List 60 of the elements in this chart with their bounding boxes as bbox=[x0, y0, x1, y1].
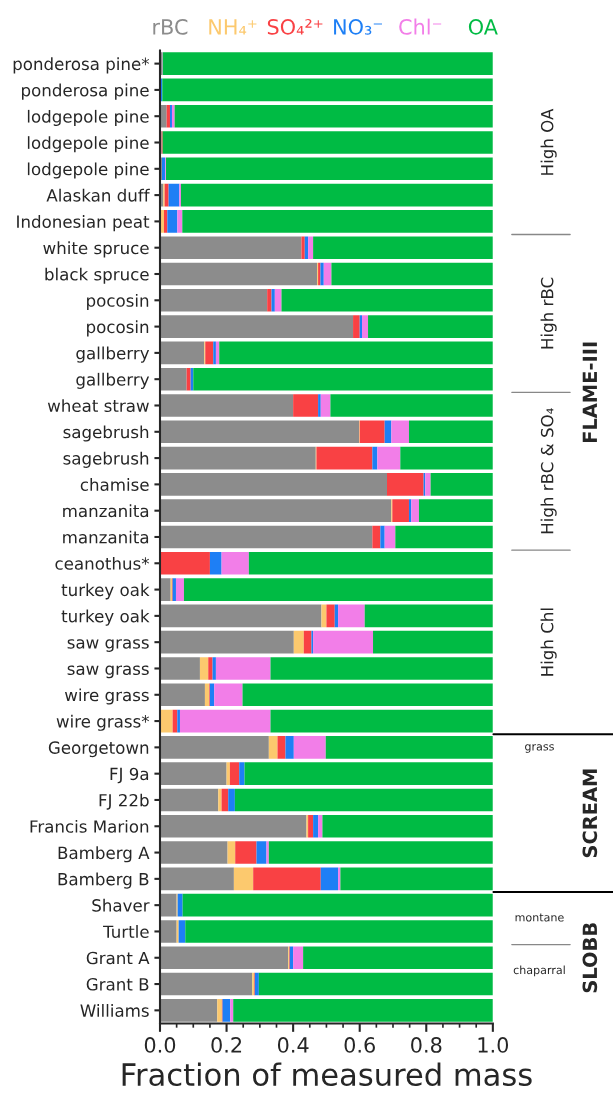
text: High rBC bbox=[540, 277, 557, 349]
x-tick-label: 0.8 bbox=[411, 1037, 442, 1053]
y-tick-label: saw grass bbox=[67, 639, 149, 652]
text: SCREAM bbox=[582, 769, 598, 858]
series-label: OA bbox=[468, 18, 498, 35]
text: Chl⁻ bbox=[399, 18, 442, 35]
text: chaparral bbox=[513, 965, 565, 977]
x-tick-label: 0.6 bbox=[344, 1037, 375, 1053]
x-tick-label: 0.4 bbox=[277, 1037, 309, 1053]
y-tick-label: white spruce bbox=[43, 241, 149, 258]
y-tick-label: wire grass bbox=[64, 688, 149, 705]
y-tick-label: lodgepole pine bbox=[27, 162, 149, 179]
text: NH₄⁺ bbox=[209, 19, 257, 35]
text: grass bbox=[525, 744, 554, 753]
y-tick-label: saw grass bbox=[67, 665, 149, 679]
text: High OA bbox=[540, 108, 557, 175]
text: SO₄²⁺ bbox=[267, 18, 323, 35]
y-tick-label: Grant A bbox=[86, 951, 150, 965]
x-tick-label: 0.0 bbox=[144, 1037, 176, 1053]
text: SLOBB bbox=[582, 923, 598, 993]
text: NO₃⁻ bbox=[334, 18, 382, 35]
y-tick-label: Francis Marion bbox=[30, 819, 149, 833]
y-tick-label: Indonesian peat bbox=[17, 215, 150, 232]
y-tick-label: manzanita bbox=[63, 504, 149, 518]
y-tick-label: Bamberg B bbox=[58, 872, 149, 889]
series-label: rBC bbox=[153, 18, 188, 35]
text: High Chl bbox=[540, 608, 557, 676]
y-tick-label: Georgetown bbox=[48, 741, 149, 758]
x-axis-title: Fraction of measured mass bbox=[122, 1062, 532, 1087]
x-tick-label: 0.2 bbox=[211, 1037, 242, 1053]
y-tick-label: wire grass* bbox=[56, 714, 150, 731]
y-tick-label: FJ 22b bbox=[99, 793, 149, 810]
y-tick-label: black spruce bbox=[45, 267, 149, 284]
x-tick-label: 1.0 bbox=[478, 1037, 509, 1053]
y-tick-label: ponderosa pine* bbox=[13, 57, 150, 74]
y-tick-label: Williams bbox=[80, 1004, 149, 1017]
y-tick-label: turkey oak bbox=[61, 583, 150, 600]
y-tick-label: ceanothus* bbox=[55, 556, 150, 570]
y-tick-label: gallberry bbox=[76, 346, 150, 363]
y-tick-label: pocosin bbox=[87, 320, 149, 337]
text: FLAME-III bbox=[582, 342, 597, 443]
y-tick-label: Shaver bbox=[92, 898, 150, 912]
y-tick-label: chamise bbox=[80, 478, 149, 491]
y-tick-label: manzanita bbox=[63, 530, 149, 544]
y-tick-label: Grant B bbox=[86, 978, 149, 991]
y-tick-label: Turtle bbox=[103, 925, 149, 939]
y-tick-label: lodgepole pine bbox=[27, 109, 149, 127]
y-tick-label: gallberry bbox=[76, 372, 150, 389]
y-tick-label: sagebrush bbox=[63, 425, 149, 442]
y-tick-label: Alaskan duff bbox=[46, 188, 150, 202]
y-tick-label: pocosin bbox=[87, 293, 149, 311]
y-tick-label: FJ 9a bbox=[110, 767, 149, 784]
y-tick-label: Bamberg A bbox=[58, 846, 150, 863]
y-tick-label: wheat straw bbox=[47, 399, 149, 413]
y-tick-label: lodgepole pine bbox=[27, 136, 149, 153]
y-tick-label: sagebrush bbox=[63, 451, 149, 468]
text: High rBC & SO₄ bbox=[540, 408, 557, 534]
y-tick-label: ponderosa pine bbox=[22, 83, 149, 100]
y-tick-label: turkey oak bbox=[61, 609, 150, 626]
text: montane bbox=[515, 913, 564, 922]
